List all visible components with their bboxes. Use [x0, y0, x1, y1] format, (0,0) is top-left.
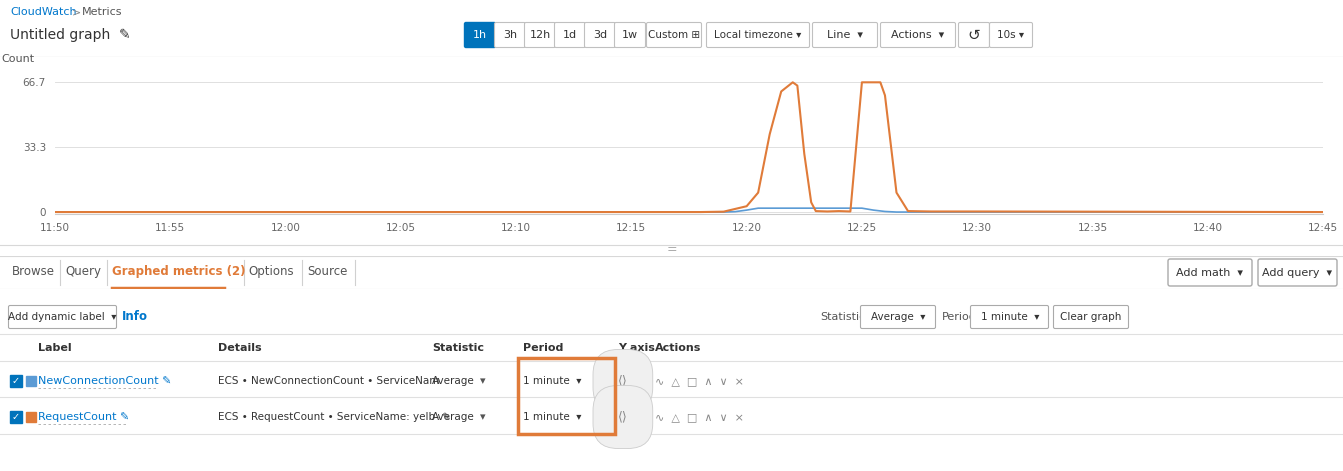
Text: ▾: ▾	[479, 412, 486, 422]
FancyBboxPatch shape	[861, 306, 936, 328]
Text: ECS • NewConnectionCount • ServiceNam: ECS • NewConnectionCount • ServiceNam	[218, 376, 443, 386]
Text: Untitled graph  ✎: Untitled graph ✎	[9, 28, 130, 42]
Text: 1d: 1d	[563, 30, 577, 40]
Text: Graphed metrics (2): Graphed metrics (2)	[111, 265, 246, 278]
FancyBboxPatch shape	[1053, 306, 1128, 328]
FancyBboxPatch shape	[555, 23, 586, 48]
Text: Statistic: Statistic	[432, 343, 483, 353]
Text: Options: Options	[248, 265, 294, 278]
Text: 10s ▾: 10s ▾	[998, 30, 1025, 40]
Text: =: =	[666, 244, 677, 257]
FancyBboxPatch shape	[494, 23, 525, 48]
Text: 3h: 3h	[502, 30, 517, 40]
Text: Custom ⊞: Custom ⊞	[647, 30, 700, 40]
Text: ⟨⟩: ⟨⟩	[618, 374, 627, 388]
Text: Add dynamic label  ▾: Add dynamic label ▾	[8, 312, 117, 322]
Text: ✓: ✓	[12, 412, 20, 422]
Text: Browse: Browse	[12, 265, 55, 278]
Text: 12h: 12h	[529, 30, 551, 40]
Text: >: >	[73, 7, 81, 17]
Text: Line  ▾: Line ▾	[827, 30, 864, 40]
FancyBboxPatch shape	[706, 23, 810, 48]
Text: Info: Info	[122, 310, 148, 324]
Text: ✓: ✓	[12, 376, 20, 386]
Text: Query: Query	[64, 265, 101, 278]
Text: Period: Period	[522, 343, 563, 353]
Text: Source: Source	[308, 265, 348, 278]
Text: 1 minute  ▾: 1 minute ▾	[522, 376, 582, 386]
Text: ▾: ▾	[479, 376, 486, 386]
Text: 1w: 1w	[622, 30, 638, 40]
Text: Period:: Period:	[941, 312, 980, 322]
FancyBboxPatch shape	[959, 23, 990, 48]
Text: Count: Count	[1, 54, 35, 64]
FancyBboxPatch shape	[465, 23, 496, 48]
FancyBboxPatch shape	[8, 306, 117, 328]
FancyBboxPatch shape	[1258, 259, 1338, 286]
Text: Actions: Actions	[655, 343, 701, 353]
FancyBboxPatch shape	[646, 23, 701, 48]
Text: Add query  ▾: Add query ▾	[1262, 268, 1332, 277]
FancyBboxPatch shape	[971, 306, 1049, 328]
Bar	[9, 411, 21, 423]
FancyBboxPatch shape	[881, 23, 955, 48]
Text: Local timezone ▾: Local timezone ▾	[714, 30, 802, 40]
Text: RequestCount ✎: RequestCount ✎	[38, 412, 129, 422]
Bar	[26, 412, 36, 422]
Text: ↺: ↺	[967, 27, 980, 42]
Text: Actions  ▾: Actions ▾	[892, 30, 944, 40]
Text: Metrics: Metrics	[82, 7, 122, 17]
Text: ECS • RequestCount • ServiceName: yelb- ✎: ECS • RequestCount • ServiceName: yelb- …	[218, 412, 451, 422]
FancyBboxPatch shape	[525, 23, 556, 48]
Text: 1 minute  ▾: 1 minute ▾	[522, 412, 582, 422]
Text: ∿  △  □  ∧  ∨  ×: ∿ △ □ ∧ ∨ ×	[655, 412, 744, 422]
Text: Statistic:: Statistic:	[821, 312, 869, 322]
Text: Average: Average	[432, 412, 474, 422]
Text: Details: Details	[218, 343, 262, 353]
FancyBboxPatch shape	[990, 23, 1033, 48]
Text: Average  ▾: Average ▾	[870, 312, 925, 322]
Text: ∿  △  □  ∧  ∨  ×: ∿ △ □ ∧ ∨ ×	[655, 376, 744, 386]
FancyBboxPatch shape	[615, 23, 646, 48]
Text: Clear graph: Clear graph	[1061, 312, 1121, 322]
Text: Label: Label	[38, 343, 71, 353]
Bar	[26, 376, 36, 386]
Text: CloudWatch: CloudWatch	[9, 7, 77, 17]
FancyBboxPatch shape	[1168, 259, 1252, 286]
Bar	[9, 375, 21, 387]
Text: 1h: 1h	[473, 30, 488, 40]
FancyBboxPatch shape	[813, 23, 877, 48]
Text: 1 minute  ▾: 1 minute ▾	[980, 312, 1039, 322]
Text: Y axis: Y axis	[618, 343, 655, 353]
Text: 3d: 3d	[594, 30, 607, 40]
FancyBboxPatch shape	[584, 23, 615, 48]
Text: NewConnectionCount ✎: NewConnectionCount ✎	[38, 376, 172, 386]
Text: Add math  ▾: Add math ▾	[1176, 268, 1244, 277]
Text: ⟨⟩: ⟨⟩	[618, 411, 627, 423]
Text: Average: Average	[432, 376, 474, 386]
